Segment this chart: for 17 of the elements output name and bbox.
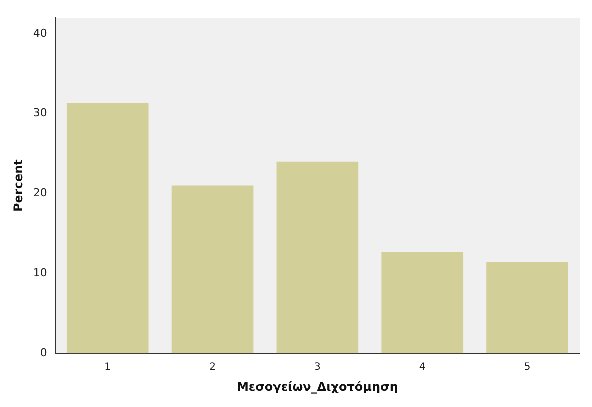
x-axis-title: Μεσογείων_Διχοτόμηση <box>236 380 398 394</box>
bar <box>172 186 254 354</box>
x-tick-label: 5 <box>524 362 531 374</box>
y-tick-label: 0 <box>40 346 48 360</box>
y-tick-label: 40 <box>33 26 48 40</box>
y-tick-label: 30 <box>33 106 48 120</box>
bar <box>382 252 464 354</box>
x-tick-label: 4 <box>419 362 426 374</box>
x-tick-label: 2 <box>210 362 216 374</box>
y-tick-label: 10 <box>33 266 48 280</box>
bar <box>276 162 359 354</box>
x-tick-label: 1 <box>104 362 112 374</box>
x-tick-label: 3 <box>314 362 321 374</box>
y-axis-title: Percent <box>11 159 26 212</box>
bar <box>486 262 568 354</box>
bar <box>66 104 149 354</box>
y-tick-label: 20 <box>33 186 48 200</box>
